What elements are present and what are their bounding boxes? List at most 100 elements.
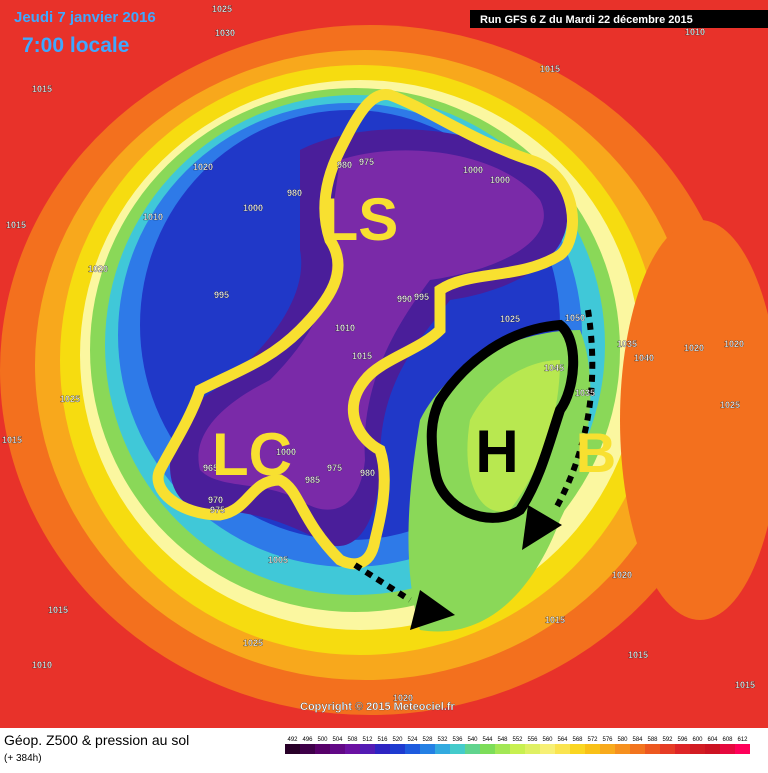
scale-swatch	[360, 744, 375, 754]
scale-label: 600	[692, 737, 703, 743]
isobar-label: 1050	[565, 313, 585, 323]
scale-label: 532	[437, 737, 448, 743]
isobar-label: 1015	[735, 680, 755, 690]
scale-swatch	[435, 744, 450, 754]
scale-swatch	[300, 744, 315, 754]
scale-swatch	[420, 744, 435, 754]
scale-label: 568	[572, 737, 583, 743]
isobar-label: 1020	[88, 264, 108, 274]
scale-swatch	[510, 744, 525, 754]
scale-label: 604	[707, 737, 718, 743]
isobar-label: 1000	[463, 165, 483, 175]
scale-label: 608	[722, 737, 733, 743]
isobar-label: 1015	[540, 64, 560, 74]
scale-swatch	[660, 744, 675, 754]
run: Run GFS 6 Z du Mardi 22 décembre 2015	[480, 14, 693, 26]
isobar-label: 1020	[724, 339, 744, 349]
isobar-label: 1035	[575, 388, 595, 398]
isobar-label: 1025	[500, 314, 520, 324]
isobar-label: 1035	[617, 339, 637, 349]
scale-label: 596	[677, 737, 688, 743]
isobar-label: 1020	[612, 570, 632, 580]
date: Jeudi 7 janvier 2016	[14, 9, 156, 26]
scale-swatch	[720, 744, 735, 754]
scale-swatch	[630, 744, 645, 754]
scale-swatch	[570, 744, 585, 754]
scale-swatch	[405, 744, 420, 754]
scale-swatch	[315, 744, 330, 754]
time: 7:00 locale	[22, 34, 129, 57]
scale-label: 504	[332, 737, 343, 743]
scale-swatch	[525, 744, 540, 754]
scale-label: 580	[617, 737, 628, 743]
isobar-label: 1020	[393, 693, 413, 703]
annotation: LS	[322, 186, 399, 253]
scale-swatch	[450, 744, 465, 754]
scale-swatch	[645, 744, 660, 754]
scale-label: 512	[362, 737, 373, 743]
field	[0, 0, 768, 728]
scale-label: 592	[662, 737, 673, 743]
scale-label: 508	[347, 737, 358, 743]
copyright: Copyright © 2015 Meteociel.fr	[300, 701, 456, 713]
annotation: B	[576, 421, 616, 484]
scale-label: 516	[377, 737, 388, 743]
isobar-label: 1030	[215, 28, 235, 38]
isobar-label: 1010	[685, 27, 705, 37]
isobar-label: 985	[305, 475, 320, 485]
scale-swatch	[690, 744, 705, 754]
scale-label: 500	[317, 737, 328, 743]
isobar-labels: 1025 1030 1015 1015 1020 1010 1000 980 980 975 100…	[2, 4, 755, 703]
isobar-label: 1025	[243, 638, 263, 648]
scale-swatch	[375, 744, 390, 754]
arrow-head	[522, 505, 562, 550]
isobar-label: 1010	[32, 660, 52, 670]
isobar-label: 1010	[335, 323, 355, 333]
isobar-label: 1025	[212, 4, 232, 14]
scale-label: 520	[392, 737, 403, 743]
scale-swatch	[600, 744, 615, 754]
isobar-label: 1040	[634, 353, 654, 363]
isobar-label: 995	[414, 292, 429, 302]
isobar-label: 1010	[143, 212, 163, 222]
annotation: LC	[212, 421, 292, 488]
scale-swatch	[495, 744, 510, 754]
lead: (+ 384h)	[4, 753, 42, 764]
scale-label: 560	[542, 737, 553, 743]
scale-swatch	[615, 744, 630, 754]
isobar-label: 1015	[545, 615, 565, 625]
scale-label: 556	[527, 737, 538, 743]
arrow-head	[410, 590, 455, 630]
isobar-label: 1005	[268, 555, 288, 565]
isobar-label: 980	[337, 160, 352, 170]
scale-label: 612	[737, 737, 748, 743]
scale-swatch	[390, 744, 405, 754]
scale-label: 548	[497, 737, 508, 743]
isobar-label: 1020	[684, 343, 704, 353]
scale-label: 496	[302, 737, 313, 743]
scale-swatch	[675, 744, 690, 754]
isobar-label: 980	[287, 188, 302, 198]
isobar-label: 995	[214, 290, 229, 300]
isobar-label: 965	[203, 463, 218, 473]
scale-swatch	[585, 744, 600, 754]
scale-label: 588	[647, 737, 658, 743]
scale-label: 572	[587, 737, 598, 743]
scale-label: 584	[632, 737, 643, 743]
scale-swatch	[345, 744, 360, 754]
isobar-label: 990	[397, 294, 412, 304]
isobar-label: 1015	[32, 84, 52, 94]
arrow	[353, 562, 412, 603]
isobar-label: 1025	[60, 394, 80, 404]
isobar-label: 1020	[193, 162, 213, 172]
annotation: H	[475, 418, 518, 485]
color-scale: 492 496 500 504 508 512 516 520 524 528 532 536 540 5…	[285, 737, 750, 754]
isobar-label: 980	[360, 468, 375, 478]
scale-swatch	[285, 744, 300, 754]
isobar-label: 1015	[48, 605, 68, 615]
isobar-label: 1045	[544, 363, 564, 373]
low-outline	[152, 89, 578, 570]
run-box	[470, 10, 768, 28]
